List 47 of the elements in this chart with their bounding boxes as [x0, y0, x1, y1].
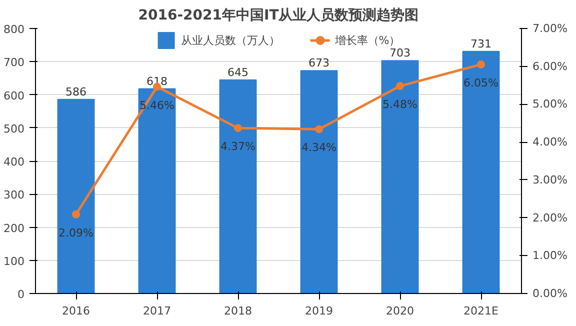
bar: [219, 79, 257, 294]
bar: [57, 98, 95, 294]
y2-tick-label: 3.00%: [532, 173, 568, 186]
legend-label: 从业人员数（万人）: [180, 32, 280, 48]
y-tick-label: 600: [4, 89, 25, 102]
text: 6.05%: [464, 76, 498, 90]
y-tick-label: 300: [4, 188, 25, 202]
point: [477, 60, 485, 68]
point: [234, 124, 242, 132]
y-tick-label: 500: [4, 122, 25, 136]
x-tick-label: 2020: [386, 304, 414, 318]
y2-tick-label: 5.00%: [532, 98, 568, 111]
x-tick-label: 2016: [62, 304, 90, 318]
text: 731: [470, 37, 492, 50]
y2-tick-label: 0.00%: [532, 287, 568, 300]
x-tick-label: 2021E: [464, 304, 499, 318]
chart-title: 2016-2021年中国IT从业人员数预测趋势图: [138, 8, 419, 24]
y-tick-label: 700: [4, 56, 25, 70]
x-tick-label: 2017: [143, 304, 172, 318]
text: 703: [390, 46, 410, 60]
text: 5.48%: [382, 98, 418, 112]
y2-tick-label: 2.00%: [532, 211, 568, 224]
legend-label: 增长率（%）: [334, 32, 400, 48]
bar: [462, 50, 500, 294]
y2-tick-label: 6.00%: [532, 60, 568, 73]
point: [396, 82, 404, 90]
bar: [300, 70, 338, 294]
text: 673: [308, 56, 330, 70]
y-tick-label: 200: [4, 222, 25, 235]
text: 586: [66, 85, 86, 98]
text: 645: [228, 66, 248, 79]
bar: [381, 60, 419, 294]
x-tick-label: 2018: [224, 304, 252, 318]
y-tick-label: 0: [18, 288, 24, 301]
point: [315, 125, 323, 134]
y2-tick-label: 1.00%: [532, 249, 568, 262]
text: 4.37%: [220, 140, 256, 154]
y-tick-label: 800: [4, 23, 25, 36]
y-tick-label: 100: [4, 254, 25, 268]
bar: [138, 88, 176, 294]
point: [72, 210, 80, 218]
y-tick-label: 400: [4, 156, 25, 168]
text: 4.34%: [302, 141, 336, 154]
y2-tick-label: 4.00%: [532, 136, 568, 149]
x-tick-label: 2019: [305, 304, 334, 318]
text: 2.09%: [58, 226, 94, 240]
y2-tick-label: 7.00%: [532, 22, 568, 35]
